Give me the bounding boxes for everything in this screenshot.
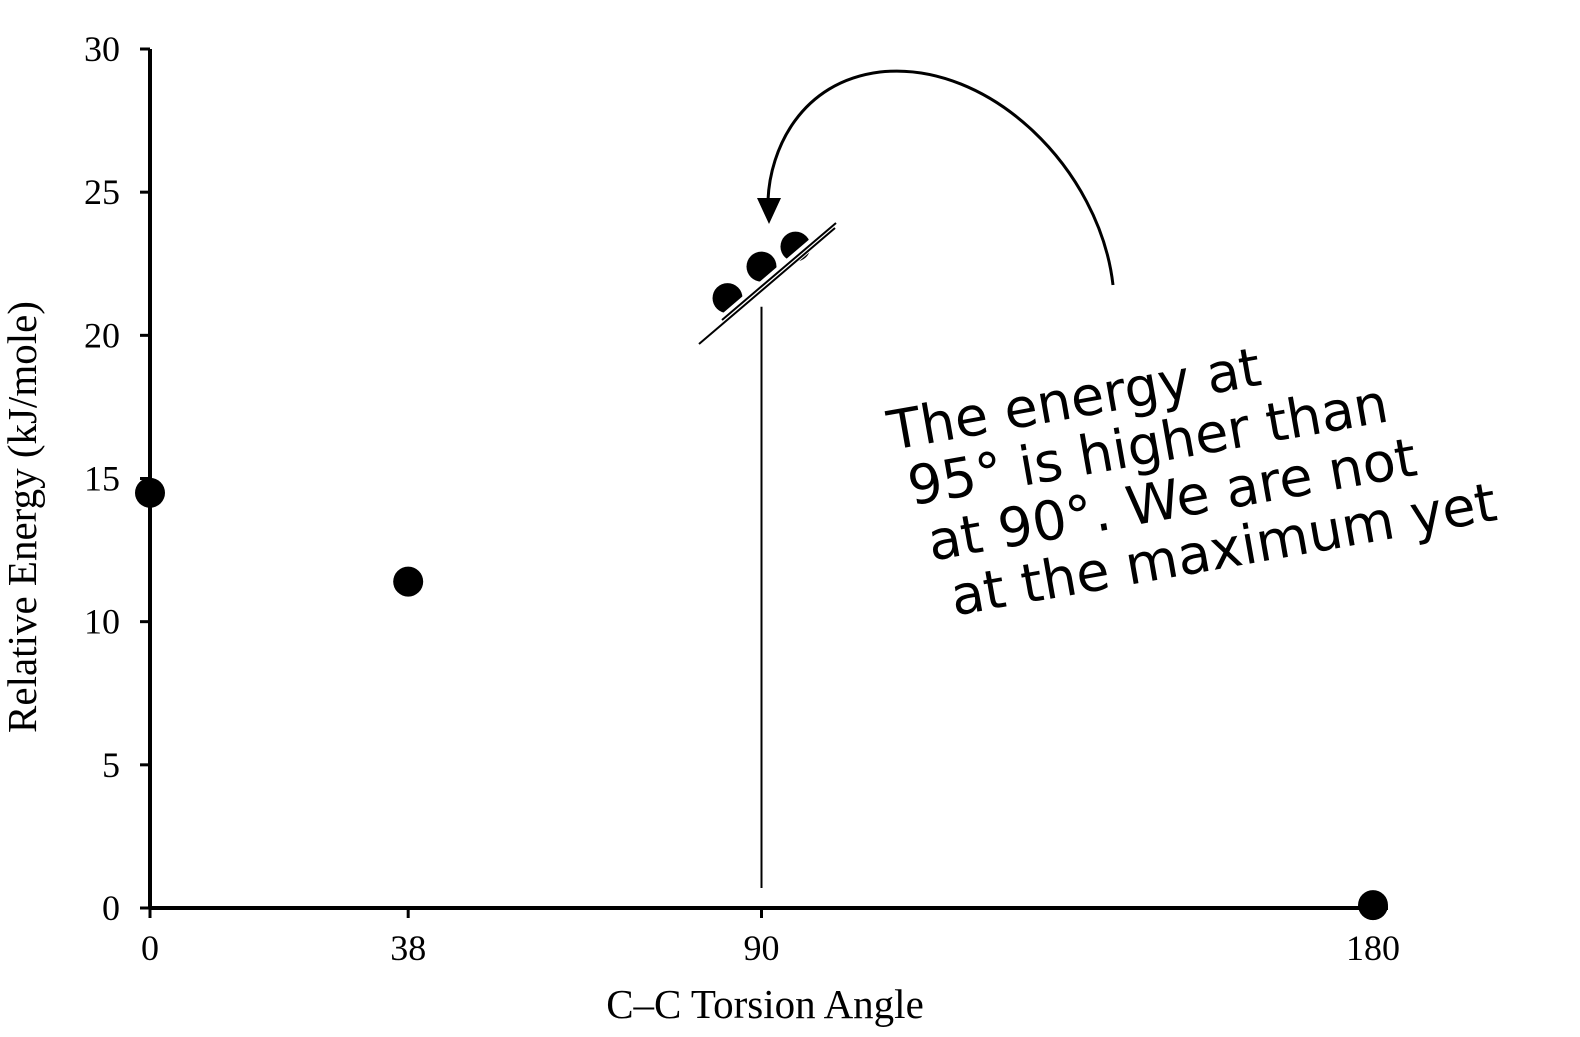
ticks: 0 5 10 15 20 25 30 0 38 90 180	[84, 29, 1400, 968]
data-point	[393, 566, 424, 597]
y-tick-label: 0	[102, 888, 120, 928]
axis-break-slash-lower	[698, 227, 836, 345]
x-tick-label: 0	[141, 928, 159, 968]
data-point	[135, 477, 165, 508]
axis-break-slash-upper	[721, 222, 837, 321]
annotation-text-group: The energy at 95° is higher than at 90°.…	[882, 335, 1501, 628]
x-tick-label: 90	[744, 928, 780, 968]
y-tick-label: 5	[102, 745, 120, 785]
annotation-arrowhead	[757, 198, 781, 224]
y-tick-label: 25	[84, 172, 120, 212]
annotation-arrow-curve	[766, 69, 1115, 286]
data-point	[1358, 890, 1388, 921]
axis-break	[695, 220, 839, 888]
y-axis-title: Relative Energy (kJ/mole)	[0, 301, 45, 733]
y-tick-label: 30	[84, 29, 120, 69]
y-tick-label: 20	[84, 315, 120, 355]
y-tick-label: 10	[84, 602, 120, 642]
x-axis-title: C–C Torsion Angle	[606, 981, 924, 1027]
y-tick-label: 15	[84, 459, 120, 499]
x-tick-label: 38	[390, 928, 426, 968]
x-tick-label: 180	[1346, 928, 1400, 968]
annotation: The energy at 95° is higher than at 90°.…	[757, 69, 1501, 628]
